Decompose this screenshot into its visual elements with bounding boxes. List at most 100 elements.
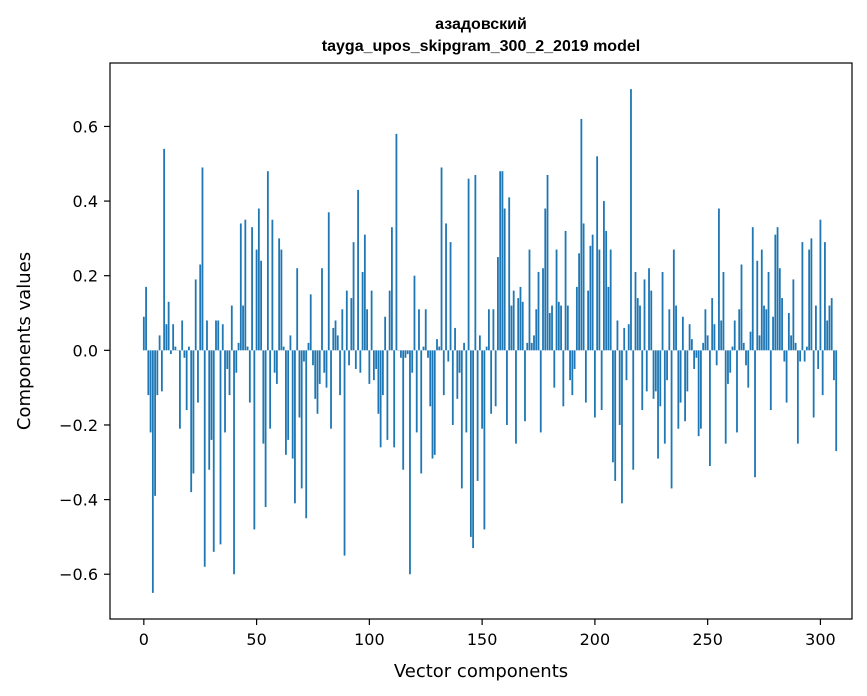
bar-306 [833,350,835,381]
y-tick-label-1: −0.4 [59,491,98,510]
bar-111 [393,350,396,448]
bar-210 [616,320,619,351]
bar-222 [643,279,646,351]
bar-97 [361,271,364,351]
bar-34 [219,350,222,545]
bar-162 [508,197,511,351]
bar-131 [438,346,441,351]
bar-104 [377,350,380,414]
bar-121 [415,350,418,433]
bar-77 [316,350,319,414]
bar-285 [785,350,788,403]
y-axis: −0.6 −0.4 −0.2 0.0 0.2 0.4 0.6 [59,117,110,584]
bar-231 [663,350,666,444]
bar-299 [817,350,820,369]
bar-228 [657,350,659,459]
bar-105 [379,350,382,448]
bar-179 [546,174,549,351]
bar-161 [506,350,508,425]
y-tick-label-4: 0.2 [73,267,98,286]
bar-132 [440,167,443,351]
bar-180 [548,313,551,351]
bar-165 [515,350,517,444]
bar-290 [796,350,799,444]
bar-87 [339,350,341,396]
bar-7 [158,335,161,351]
bar-256 [720,320,723,351]
bar-98 [363,234,366,351]
bar-39 [230,305,233,351]
bar-116 [404,350,407,358]
bar-177 [542,268,544,351]
bar-100 [368,350,371,384]
bar-296 [810,238,813,351]
bar-108 [386,350,389,440]
bar-253 [713,324,716,351]
bar-153 [487,309,490,351]
bar-117 [406,350,409,355]
bar-190 [571,350,574,396]
bar-102 [372,350,375,381]
bar-258 [724,350,727,444]
x-tick-label-0: 0 [139,630,149,649]
bar-240 [684,350,686,422]
bar-80 [323,350,326,373]
bar-91 [348,350,350,366]
bar-90 [345,290,348,351]
bar-99 [366,309,368,351]
bar-198 [589,245,592,351]
bar-47 [248,350,251,403]
y-tick-label-2: −0.2 [59,416,98,435]
bar-137 [451,350,454,425]
y-axis-label: Components values [14,252,35,430]
bar-63 [285,350,287,455]
bar-197 [587,290,590,351]
bar-38 [228,350,231,396]
bar-109 [388,290,391,351]
bar-206 [607,286,610,351]
bar-235 [672,249,675,351]
bar-188 [566,305,569,351]
bar-239 [681,316,684,351]
bar-199 [591,234,594,351]
bar-1 [145,286,147,351]
bar-118 [409,350,411,575]
bar-219 [636,298,639,351]
bar-59 [275,350,278,384]
bar-295 [808,249,811,351]
bar-159 [501,171,504,351]
bar-205 [605,230,608,351]
bar-243 [690,339,693,351]
bar-146 [472,350,474,549]
bar-207 [609,249,612,351]
bar-164 [512,290,515,351]
bar-220 [639,305,641,351]
bar-286 [787,313,790,351]
bar-302 [824,242,826,351]
x-axis-label: Vector components [394,661,568,682]
bar-261 [731,346,734,351]
bar-156 [494,350,497,407]
bar-42 [237,342,240,351]
bar-21 [190,350,193,493]
bar-259 [727,350,729,384]
bar-143 [465,350,468,433]
bar-41 [235,350,238,373]
bar-277 [767,271,770,351]
bar-218 [634,271,637,351]
bar-294 [805,346,808,351]
bar-189 [569,350,571,381]
bar-217 [632,350,635,470]
bar-192 [575,286,578,351]
bar-304 [828,305,831,351]
bar-78 [318,350,321,384]
bar-269 [749,331,752,351]
bar-293 [803,350,806,362]
bar-257 [722,271,725,351]
bar-221 [641,350,644,411]
bar-138 [454,327,456,351]
bar-12 [169,350,172,355]
bar-53 [262,350,265,444]
bar-171 [528,249,531,351]
bar-0 [142,316,145,351]
